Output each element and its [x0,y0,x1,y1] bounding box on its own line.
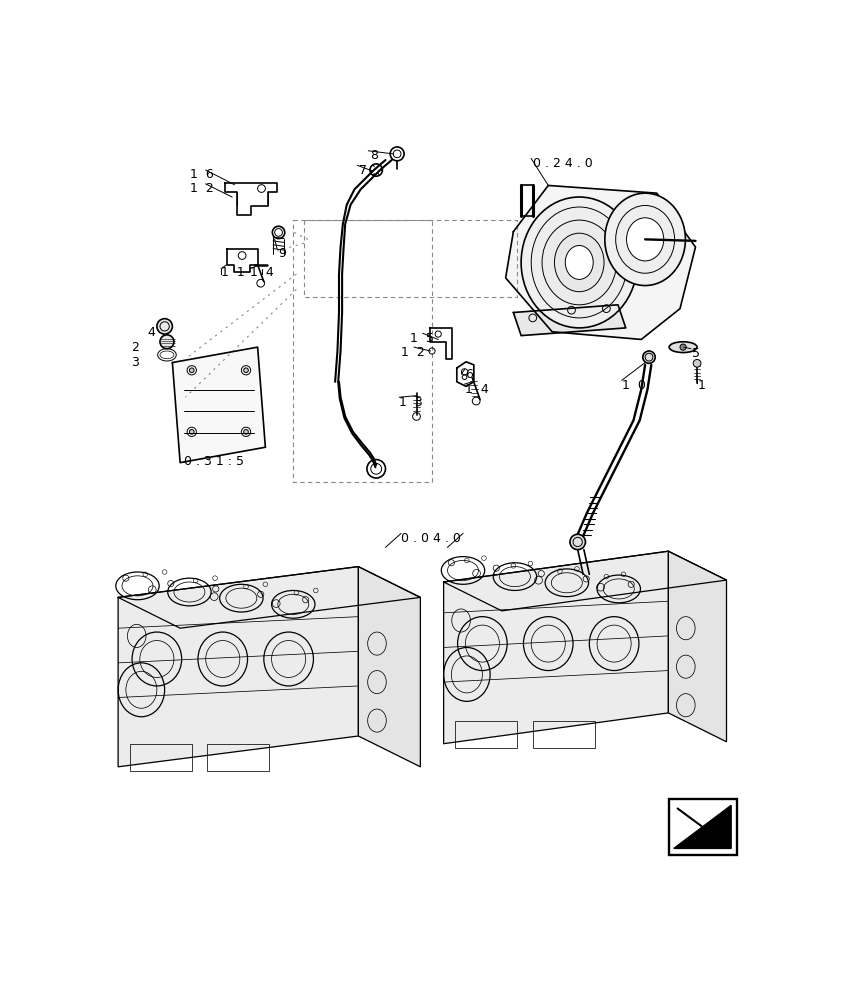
Polygon shape [118,567,420,628]
Text: 3: 3 [131,356,139,369]
Polygon shape [118,567,359,767]
Bar [669,799,737,855]
Text: 1: 1 [698,379,705,392]
Text: 0 . 3 1 : 5: 0 . 3 1 : 5 [184,455,244,468]
Text: 9: 9 [279,247,286,260]
Ellipse shape [555,233,604,292]
Text: 2: 2 [131,341,139,354]
Circle shape [694,359,701,367]
Polygon shape [444,551,668,744]
Text: 1  3: 1 3 [400,396,423,409]
Bar [455,721,517,748]
Circle shape [244,430,248,434]
Text: 4: 4 [147,326,155,339]
Circle shape [570,534,585,550]
Text: 1  2: 1 2 [190,182,214,195]
Text: 1  4: 1 4 [465,383,489,396]
Bar [130,744,192,771]
Text: 5: 5 [693,347,700,360]
Text: 1  2: 1 2 [401,346,425,359]
Polygon shape [505,185,695,339]
Circle shape [189,430,194,434]
Bar [532,721,595,748]
Circle shape [642,351,655,363]
Ellipse shape [616,205,675,273]
Ellipse shape [565,246,593,279]
Polygon shape [668,551,727,742]
Bar [207,744,269,771]
Text: 1  4: 1 4 [250,266,273,279]
Text: 1  1: 1 1 [222,266,245,279]
Circle shape [244,368,248,373]
Circle shape [160,335,174,349]
Circle shape [680,344,686,350]
Text: 1  6: 1 6 [190,168,214,181]
Circle shape [157,319,172,334]
Polygon shape [172,347,265,463]
Circle shape [189,368,194,373]
Text: 7: 7 [360,164,367,177]
Text: 6: 6 [465,368,473,381]
Text: 0 . 2 4 . 0: 0 . 2 4 . 0 [532,157,592,170]
Ellipse shape [605,193,685,286]
Ellipse shape [521,197,637,328]
Text: 8: 8 [370,149,378,162]
Polygon shape [514,305,625,336]
Ellipse shape [626,218,664,261]
Polygon shape [674,805,731,848]
Text: 1  5: 1 5 [411,332,435,345]
Ellipse shape [531,207,627,318]
Polygon shape [444,551,727,611]
Polygon shape [359,567,420,767]
Ellipse shape [542,220,617,305]
Text: 1  0: 1 0 [622,379,646,392]
Ellipse shape [669,342,697,353]
Text: 0 . 0 4 . 0: 0 . 0 4 . 0 [401,532,461,545]
